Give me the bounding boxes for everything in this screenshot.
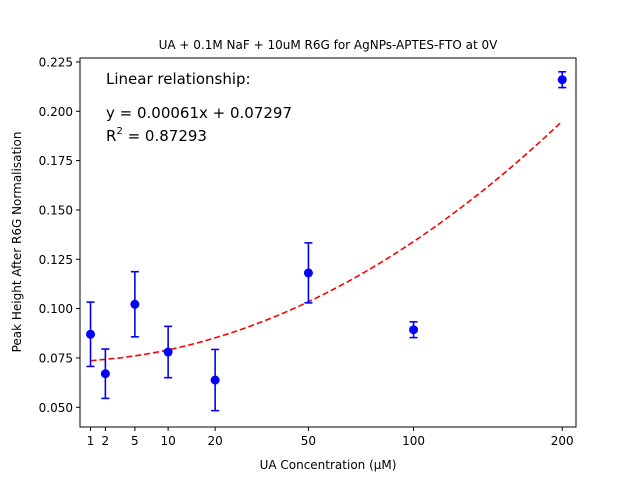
x-tick-label: 100 bbox=[402, 434, 425, 448]
y-tick-label: 0.100 bbox=[39, 302, 73, 316]
data-point bbox=[86, 329, 96, 339]
annotation-equation: y = 0.00061x + 0.07297 bbox=[106, 104, 292, 122]
data-point bbox=[100, 369, 110, 379]
data-point bbox=[210, 375, 220, 385]
y-tick-label: 0.200 bbox=[39, 105, 73, 119]
x-tick-label: 1 bbox=[87, 434, 95, 448]
annotation-r2-value: = 0.87293 bbox=[123, 127, 207, 145]
chart-title: UA + 0.1M NaF + 10uM R6G for AgNPs-APTES… bbox=[159, 38, 499, 52]
fit-line bbox=[90, 120, 563, 362]
x-tick-label: 50 bbox=[301, 434, 316, 448]
y-axis-ticks: 0.050 0.075 0.100 0.125 0.150 0.175 0.200 0.225 bbox=[39, 55, 80, 415]
y-tick-label: 0.050 bbox=[39, 401, 73, 415]
data-points bbox=[86, 75, 567, 385]
y-tick-label: 0.075 bbox=[39, 351, 73, 365]
plot-frame bbox=[79, 57, 577, 428]
y-tick-label: 0.225 bbox=[39, 55, 73, 69]
x-tick-label: 2 bbox=[102, 434, 110, 448]
y-axis-label: Peak Height After R6G Normalisation bbox=[10, 132, 24, 353]
x-tick-label: 20 bbox=[207, 434, 222, 448]
x-axis-ticks: 1 2 5 10 20 50 100 200 bbox=[87, 427, 574, 448]
annotation-heading: Linear relationship: bbox=[106, 70, 251, 88]
data-point bbox=[130, 299, 140, 309]
y-tick-label: 0.150 bbox=[39, 203, 73, 217]
x-axis-label: UA Concentration (μM) bbox=[260, 458, 397, 472]
y-tick-label: 0.125 bbox=[39, 253, 73, 267]
annotation-r2-prefix: R bbox=[106, 127, 116, 145]
x-tick-label: 200 bbox=[551, 434, 574, 448]
x-tick-label: 10 bbox=[160, 434, 175, 448]
data-point bbox=[409, 325, 419, 335]
fit-layer bbox=[90, 120, 563, 362]
y-tick-label: 0.175 bbox=[39, 154, 73, 168]
data-point bbox=[163, 347, 173, 357]
annotation-r2-sup: 2 bbox=[116, 126, 122, 137]
error-bars bbox=[86, 71, 567, 412]
x-tick-label: 5 bbox=[131, 434, 139, 448]
data-point bbox=[557, 75, 567, 85]
annotation-r2: R2 = 0.87293 bbox=[106, 126, 207, 145]
data-point bbox=[303, 268, 313, 278]
